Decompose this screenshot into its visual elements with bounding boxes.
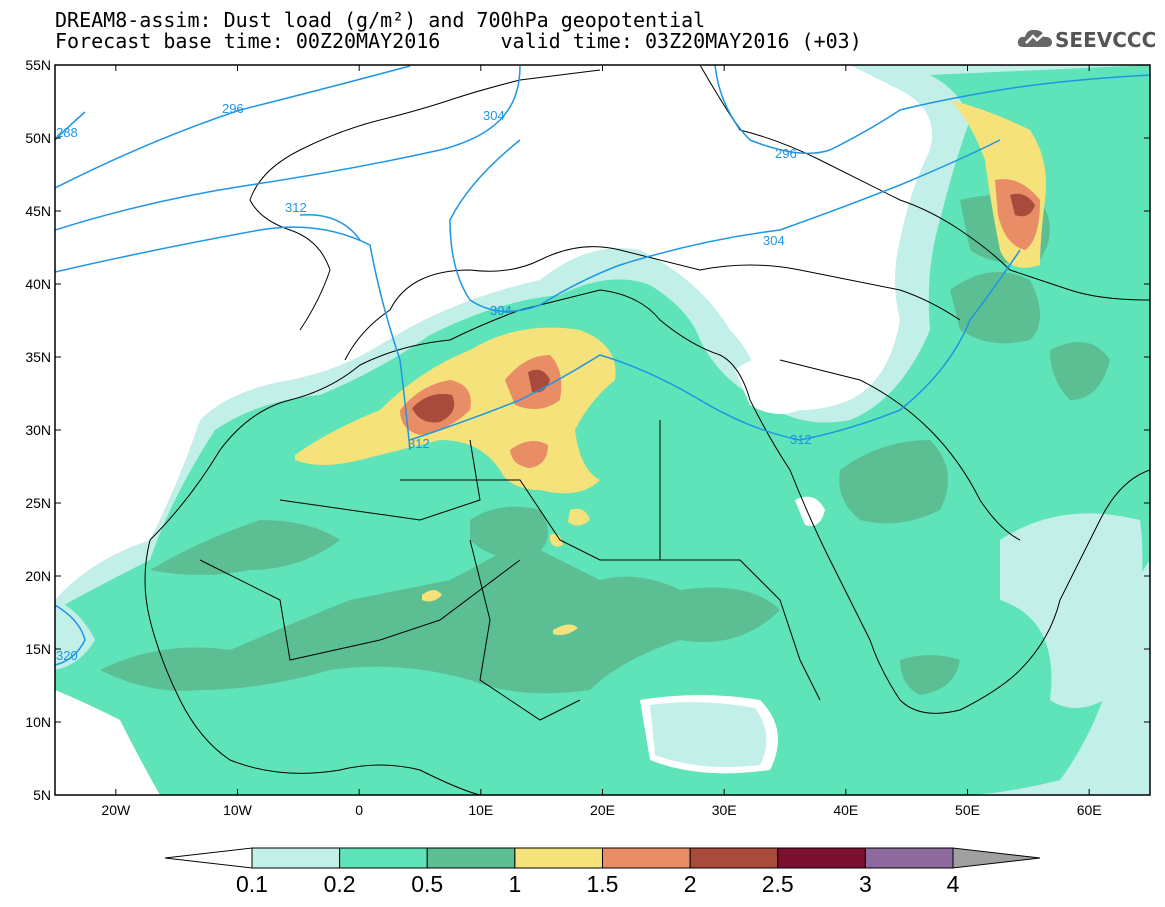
title-line-2: Forecast base time: 00Z20MAY2016 valid t… bbox=[55, 29, 862, 53]
colorbar-label: 4 bbox=[947, 871, 960, 897]
contour-label: 296 bbox=[222, 101, 244, 116]
lat-label: 25N bbox=[25, 495, 51, 511]
lat-label: 55N bbox=[25, 57, 51, 73]
lon-label: 50E bbox=[955, 802, 980, 818]
cloud-icon bbox=[1017, 29, 1052, 47]
contour-labels: 288 296 304 304 296 312 304 304 312 312 … bbox=[56, 101, 812, 663]
dust-field bbox=[55, 65, 1150, 795]
lat-label: 15N bbox=[25, 641, 51, 657]
colorbar-label: 2 bbox=[684, 871, 697, 897]
lat-label: 5N bbox=[33, 787, 51, 803]
lat-label: 50N bbox=[25, 130, 51, 146]
lon-label: 10E bbox=[468, 802, 493, 818]
dust-level-0.5 bbox=[100, 540, 780, 694]
contour-label: 288 bbox=[56, 125, 78, 140]
colorbar-label: 0.1 bbox=[236, 871, 268, 897]
contour-label: 304 bbox=[490, 303, 512, 318]
colorbar-segment bbox=[689, 847, 779, 869]
dust-level-2 bbox=[412, 393, 455, 423]
lon-label: 0 bbox=[355, 802, 363, 818]
lat-label: 35N bbox=[25, 349, 51, 365]
lon-label: 30E bbox=[712, 802, 737, 818]
contour-label: 304 bbox=[483, 108, 505, 123]
longitude-labels: 20W 10W 0 10E 20E 30E 40E 50E 60E bbox=[101, 802, 1101, 818]
geopotential-contours bbox=[55, 65, 1150, 666]
lon-label: 10W bbox=[223, 802, 253, 818]
seevccc-logo: SEEVCCC bbox=[1017, 25, 1157, 53]
contour-label: 304 bbox=[763, 233, 785, 248]
lon-label: 20W bbox=[101, 802, 131, 818]
axis-ticks bbox=[55, 64, 1150, 796]
colorbar-segment bbox=[864, 847, 954, 869]
coastlines bbox=[144, 65, 1150, 795]
lon-label: 20E bbox=[590, 802, 615, 818]
colorbar-segment bbox=[602, 847, 691, 869]
contour-label: 320 bbox=[56, 648, 78, 663]
colorbar-arrow-left bbox=[164, 847, 253, 869]
colorbar-label: 0.5 bbox=[411, 871, 443, 897]
lat-label: 45N bbox=[25, 203, 51, 219]
lon-label: 60E bbox=[1077, 802, 1102, 818]
lat-label: 20N bbox=[25, 568, 51, 584]
colorbar-segment bbox=[251, 847, 341, 869]
colorbar: 0.1 0.2 0.5 1 1.5 2 2.5 3 4 bbox=[164, 847, 1041, 897]
lat-label: 30N bbox=[25, 422, 51, 438]
colorbar-label: 0.2 bbox=[324, 871, 356, 897]
colorbar-segment bbox=[777, 847, 866, 869]
lon-label: 40E bbox=[833, 802, 858, 818]
colorbar-label: 1 bbox=[508, 871, 521, 897]
lat-label: 10N bbox=[25, 714, 51, 730]
contour-label: 312 bbox=[285, 200, 307, 215]
colorbar-segment bbox=[514, 847, 603, 869]
contour-label: 304 bbox=[490, 303, 512, 318]
colorbar-label: 2.5 bbox=[762, 871, 794, 897]
logo-text: SEEVCCC bbox=[1055, 28, 1157, 52]
contour-label: 296 bbox=[775, 146, 797, 161]
colorbar-segment bbox=[426, 847, 516, 869]
map-title: DREAM8-assim: Dust load (g/m²) and 700hP… bbox=[55, 10, 862, 52]
contour-label: 312 bbox=[790, 432, 812, 447]
latitude-labels: 55N 50N 45N 40N 35N 30N 25N 20N 15N 10N 5N bbox=[25, 57, 51, 803]
colorbar-label: 1.5 bbox=[587, 871, 619, 897]
colorbar-segment bbox=[339, 847, 428, 869]
lat-label: 40N bbox=[25, 276, 51, 292]
contour-label: 312 bbox=[408, 436, 430, 451]
title-line-1: DREAM8-assim: Dust load (g/m²) and 700hP… bbox=[55, 8, 706, 32]
colorbar-arrow-right bbox=[952, 847, 1041, 869]
colorbar-label: 3 bbox=[859, 871, 872, 897]
